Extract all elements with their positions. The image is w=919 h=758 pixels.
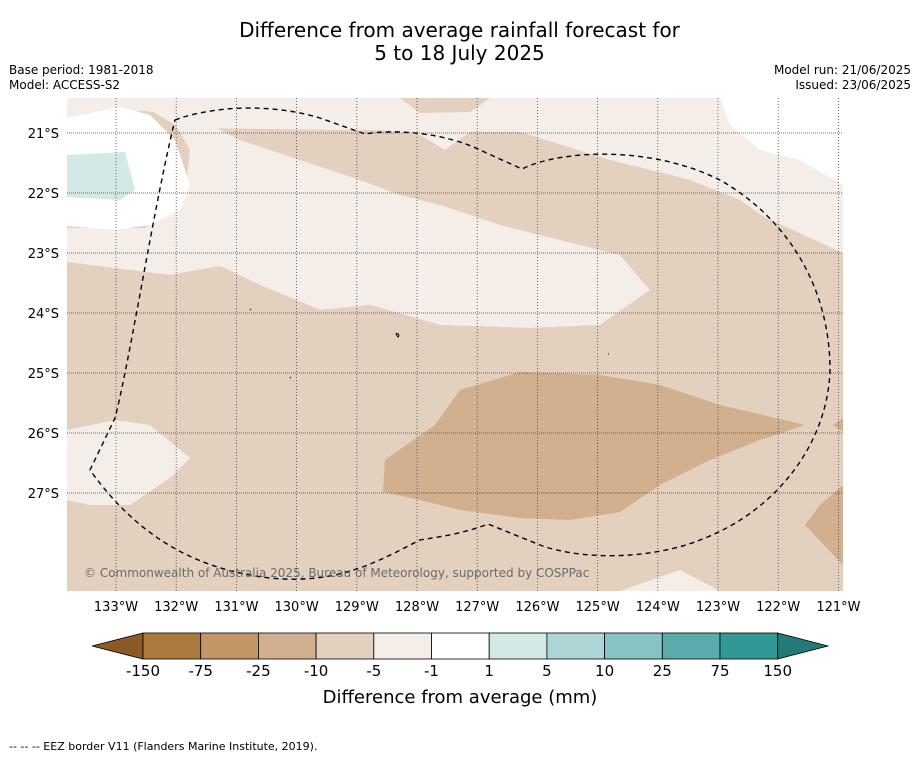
- longitude-tick-label: 132°W: [154, 600, 198, 615]
- colorbar-segment: [257, 632, 317, 660]
- longitude-tick-label: 129°W: [335, 600, 379, 615]
- latitude-tick-label: 23°S: [28, 247, 59, 262]
- contour-marks: [249, 308, 609, 379]
- anomaly-band-minus5-minus1-south: [620, 570, 720, 591]
- longitude-tick-label: 127°W: [455, 600, 499, 615]
- colorbar-extend-high: [777, 632, 830, 660]
- colorbar-tick-label: 5: [542, 662, 552, 680]
- rainfall-anomaly-layer: [67, 98, 843, 591]
- longitude-tick-label: 121°W: [816, 600, 860, 615]
- latitude-tick-label: 25°S: [28, 367, 59, 382]
- latitude-tick-label: 27°S: [28, 487, 59, 502]
- longitude-tick-label: 130°W: [275, 600, 319, 615]
- base-period-text: Base period: 1981-2018: [9, 63, 154, 77]
- colorbar-tick-label: 10: [595, 662, 614, 680]
- colorbar-segment: [488, 632, 548, 660]
- anomaly-band-minus5-minus1-north: [67, 98, 843, 253]
- anomaly-band-minus5-minus1-north-east: [170, 98, 843, 190]
- colorbar-segment: [142, 632, 202, 660]
- colorbar-segment: [604, 632, 663, 660]
- colorbar-tick-label: -75: [188, 662, 213, 680]
- grid-lines: [67, 98, 843, 591]
- colorbar-segment: [200, 632, 259, 660]
- title-line-1: Difference from average rainfall forecas…: [239, 18, 680, 42]
- anomaly-band-plus1-plus5: [67, 152, 135, 200]
- anomaly-band-minus5-minus1-middle: [67, 98, 650, 328]
- colorbar: -150 -75 -25 -10 -5 -1 1 5 10 25 75 150: [91, 632, 830, 680]
- longitude-tick-labels: 133°W 132°W 131°W 130°W 129°W 128°W 127°W 126°W…: [94, 600, 861, 615]
- title-line-2: 5 to 18 July 2025: [374, 41, 545, 65]
- longitude-tick-label: 126°W: [515, 600, 559, 615]
- colorbar-segment: [661, 632, 721, 660]
- longitude-tick-label: 133°W: [94, 600, 138, 615]
- colorbar-segment: [373, 632, 432, 660]
- latitude-tick-label: 24°S: [28, 307, 59, 322]
- colorbar-tick-label: 1: [484, 662, 494, 680]
- anomaly-band-minus25-minus10-central: [383, 372, 805, 520]
- colorbar-tick-label: -5: [366, 662, 381, 680]
- colorbar-segment: [315, 632, 375, 660]
- colorbar-tick-label: -150: [126, 662, 160, 680]
- issued-text: Issued: 23/06/2025: [795, 78, 911, 92]
- model-text: Model: ACCESS-S2: [9, 78, 121, 92]
- colorbar-segment: [546, 632, 606, 660]
- anomaly-band-minus5-minus1-south-west: [67, 420, 190, 505]
- eez-border-line: [89, 107, 831, 580]
- anomaly-band-minus10-minus5-top: [400, 98, 490, 113]
- longitude-tick-label: 128°W: [395, 600, 439, 615]
- latitude-tick-labels: 21°S 22°S 23°S 24°S 25°S 26°S 27°S: [28, 127, 59, 502]
- latitude-tick-label: 21°S: [28, 127, 59, 142]
- colorbar-tick-label: 75: [710, 662, 729, 680]
- colorbar-tick-label: -1: [424, 662, 439, 680]
- colorbar-tick-label: 25: [653, 662, 672, 680]
- colorbar-label: Difference from average (mm): [323, 687, 598, 708]
- longitude-tick-label: 123°W: [696, 600, 740, 615]
- copyright-text: © Commonwealth of Australia 2025, Bureau…: [84, 566, 589, 580]
- latitude-tick-label: 26°S: [28, 427, 59, 442]
- model-run-text: Model run: 21/06/2025: [773, 63, 911, 77]
- latitude-tick-label: 22°S: [28, 187, 59, 202]
- colorbar-segment: [431, 632, 490, 660]
- longitude-tick-label: 122°W: [756, 600, 800, 615]
- eez-footnote: -- -- -- EEZ border V11 (Flanders Marine…: [9, 740, 318, 753]
- colorbar-tick-label: -10: [304, 662, 329, 680]
- longitude-tick-label: 131°W: [214, 600, 258, 615]
- chart-title: Difference from average rainfall forecas…: [0, 19, 919, 65]
- colorbar-tick-label: -25: [246, 662, 271, 680]
- anomaly-band-neutral-north-east: [720, 98, 843, 185]
- colorbar-tick-label: 150: [763, 662, 792, 680]
- longitude-tick-label: 125°W: [576, 600, 620, 615]
- longitude-tick-label: 124°W: [636, 600, 680, 615]
- colorbar-segment: [719, 632, 779, 660]
- anomaly-band-minus25-minus10-east: [805, 485, 843, 565]
- info-left: Base period: 1981-2018 Model: ACCESS-S2: [9, 63, 154, 93]
- colorbar-extend-low: [91, 632, 144, 660]
- info-right: Model run: 21/06/2025 Issued: 23/06/2025: [774, 63, 911, 93]
